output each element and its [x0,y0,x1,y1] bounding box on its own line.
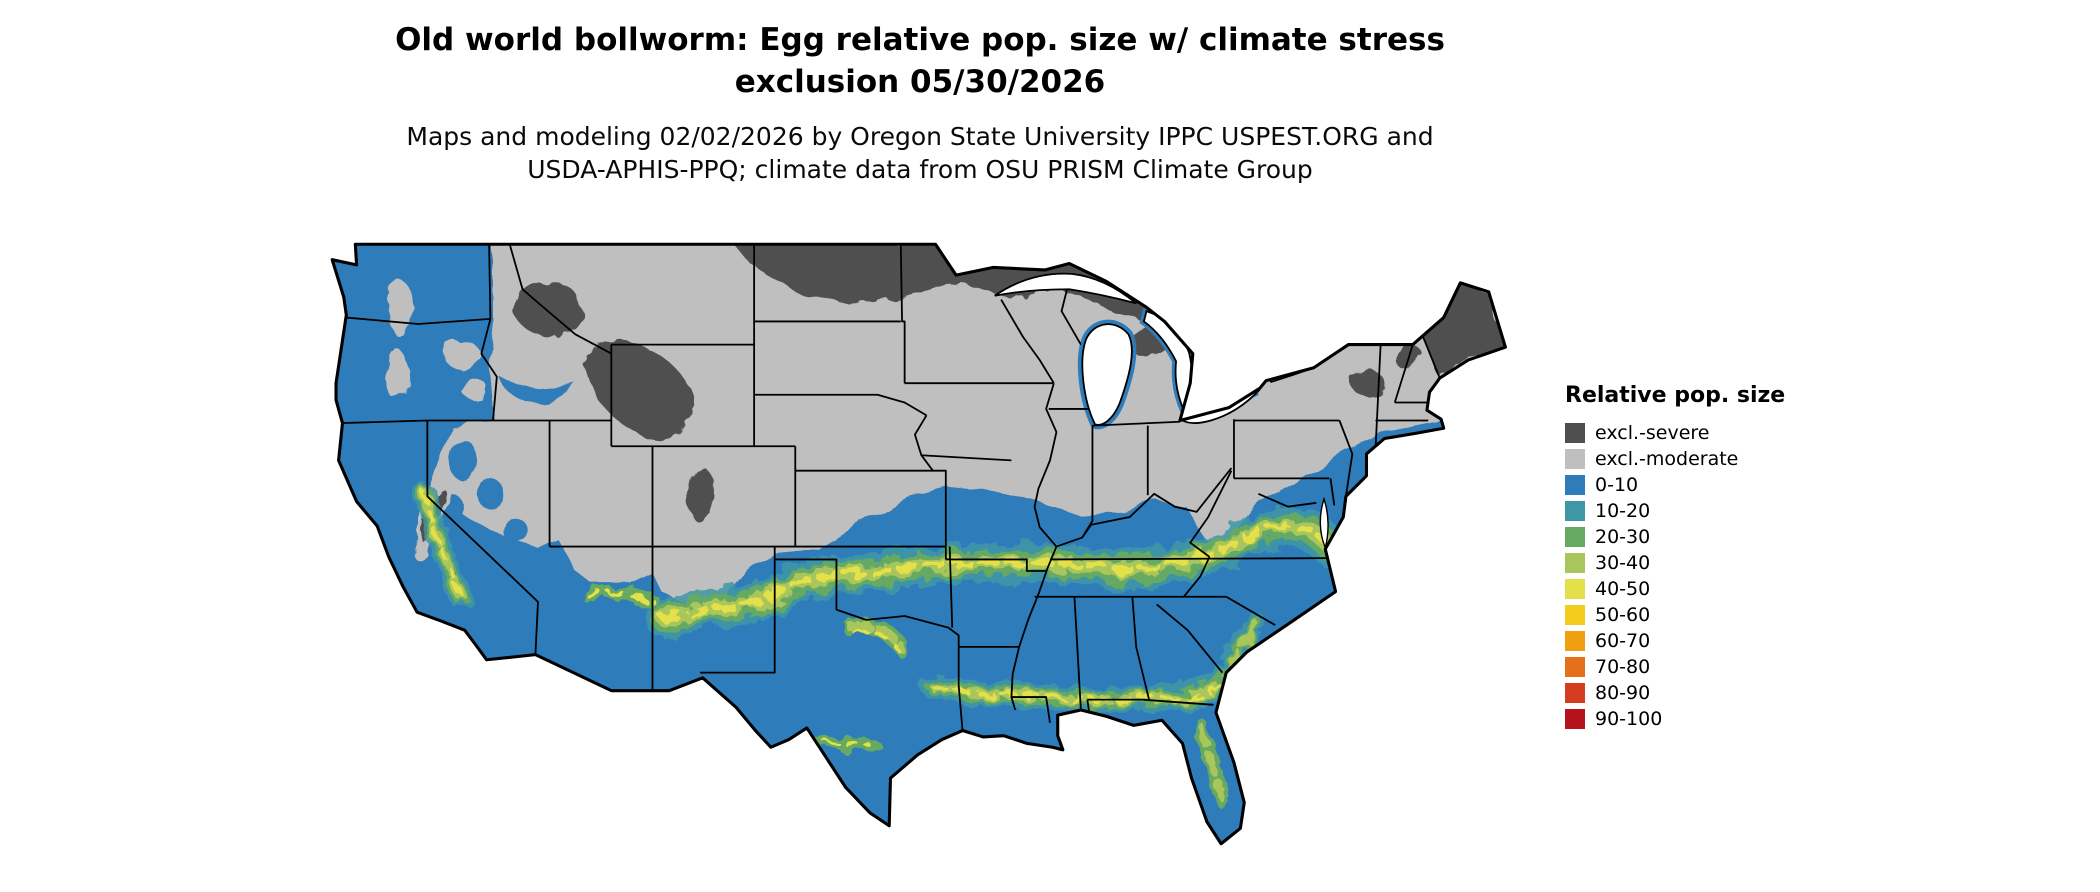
legend-item-excl.-severe: excl.-severe [1565,420,1785,446]
legend-item-excl.-moderate: excl.-moderate [1565,446,1785,472]
legend-swatch [1565,683,1585,703]
legend-swatch [1565,449,1585,469]
legend-label: 10-20 [1595,500,1651,522]
state-borders [342,244,1441,731]
legend-label: 0-10 [1595,474,1639,496]
title-line-2: exclusion 05/30/2026 [734,63,1106,100]
map-container [300,222,1535,884]
lake-michigan [1081,323,1133,426]
conus-outline [330,242,1507,846]
subtitle-line-1: Maps and modeling 02/02/2026 by Oregon S… [406,121,1434,151]
legend-label: 90-100 [1595,708,1663,730]
legend-label: 50-60 [1595,604,1651,626]
legend-item-10-20: 10-20 [1565,498,1785,524]
legend-label: 30-40 [1595,552,1651,574]
us-map [330,242,1507,846]
page-title: Old world bollworm: Egg relative pop. si… [0,20,1840,104]
legend-swatch [1565,579,1585,599]
legend-label: excl.-severe [1595,422,1710,444]
legend-swatch [1565,631,1585,651]
legend-item-40-50: 40-50 [1565,576,1785,602]
legend-label: 70-80 [1595,656,1651,678]
legend-item-80-90: 80-90 [1565,680,1785,706]
legend-item-70-80: 70-80 [1565,654,1785,680]
legend-items: excl.-severe excl.-moderate 0-10 10-20 20-30… [1565,420,1785,732]
legend-item-50-60: 50-60 [1565,602,1785,628]
legend-swatch [1565,423,1585,443]
legend-item-20-30: 20-30 [1565,524,1785,550]
legend-item-60-70: 60-70 [1565,628,1785,654]
legend-label: 80-90 [1595,682,1651,704]
legend-swatch [1565,501,1585,521]
legend-label: 40-50 [1595,578,1651,600]
legend-item-30-40: 30-40 [1565,550,1785,576]
legend-swatch [1565,605,1585,625]
legend-swatch [1565,527,1585,547]
lake-superior [994,272,1137,305]
legend-title: Relative pop. size [1565,383,1786,408]
legend-swatch [1565,553,1585,573]
subtitle-line-2: USDA-APHIS-PPQ; climate data from OSU PR… [527,155,1313,185]
legend-item-0-10: 0-10 [1565,472,1785,498]
legend-swatch [1565,657,1585,677]
legend-item-90-100: 90-100 [1565,706,1785,732]
legend-label: 60-70 [1595,630,1651,652]
legend-swatch [1565,475,1585,495]
legend-label: 20-30 [1595,526,1651,548]
map-legend: Relative pop. size excl.-severe excl.-mod… [1565,383,1785,732]
legend-label: excl.-moderate [1595,448,1739,470]
subtitle: Maps and modeling 02/02/2026 by Oregon S… [0,120,1840,188]
title-block: Old world bollworm: Egg relative pop. si… [0,20,1840,187]
legend-swatch [1565,709,1585,729]
title-line-1: Old world bollworm: Egg relative pop. si… [395,22,1445,58]
